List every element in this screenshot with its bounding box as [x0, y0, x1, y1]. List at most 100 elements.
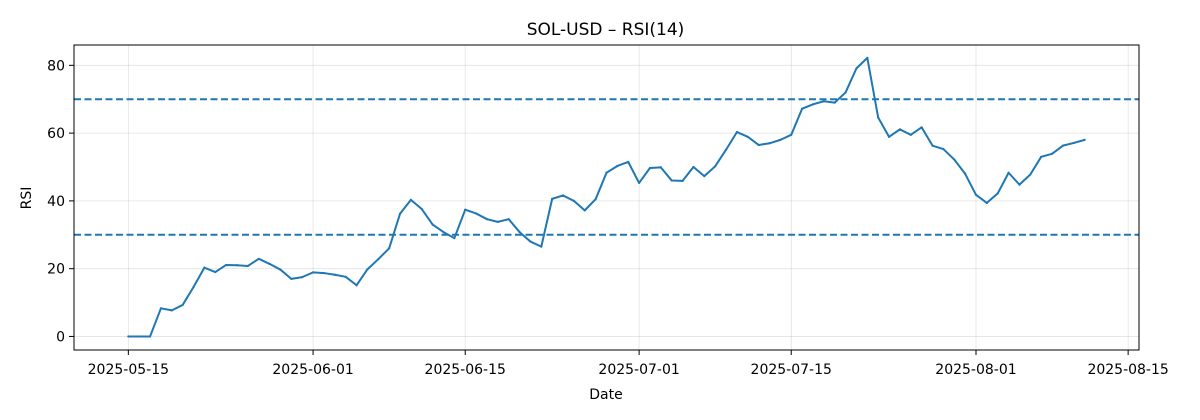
- rsi-data-point: [398, 212, 402, 215]
- rsi-data-point: [768, 142, 771, 145]
- rsi-data-point: [659, 166, 662, 169]
- rsi-data-point: [703, 175, 706, 178]
- rsi-data-point: [605, 171, 608, 174]
- x-tick-label: 2025-06-01: [272, 362, 353, 378]
- rsi-data-point: [1018, 183, 1021, 186]
- rsi-data-point: [366, 268, 369, 271]
- rsi-data-point: [311, 271, 315, 274]
- rsi-data-point: [1072, 141, 1075, 145]
- rsi-data-point: [138, 335, 141, 338]
- rsi-data-point: [627, 160, 630, 164]
- rsi-data-point: [833, 101, 836, 104]
- rsi-data-point: [887, 135, 891, 138]
- rsi-data-point: [572, 199, 575, 202]
- x-tick-label: 2025-07-01: [598, 362, 679, 378]
- rsi-data-point: [453, 237, 456, 240]
- rsi-data-point: [377, 258, 380, 261]
- rsi-data-point: [159, 307, 163, 310]
- x-tick-label: 2025-05-15: [88, 362, 169, 378]
- rsi-data-point: [594, 198, 597, 201]
- rsi-data-point: [290, 277, 293, 280]
- rsi-data-point: [279, 268, 282, 271]
- rsi-data-point: [942, 147, 945, 151]
- rsi-data-point: [1029, 173, 1032, 176]
- rsi-data-point: [822, 100, 825, 103]
- rsi-data-point: [344, 275, 347, 278]
- rsi-data-point: [540, 245, 543, 248]
- rsi-data-point: [866, 56, 869, 59]
- rsi-data-point: [257, 257, 260, 260]
- rsi-data-point: [757, 143, 760, 147]
- rsi-data-point: [333, 273, 336, 276]
- rsi-data-point: [1050, 152, 1054, 155]
- rsi-data-point: [953, 158, 956, 161]
- y-tick-label: 0: [56, 329, 65, 345]
- x-tick-label: 2025-08-01: [935, 362, 1016, 378]
- rsi-data-point: [779, 138, 782, 141]
- rsi-data-point: [724, 148, 728, 151]
- rsi-data-point: [301, 276, 304, 279]
- rsi-data-point: [203, 266, 206, 269]
- rsi-data-point: [485, 218, 489, 221]
- y-tick-label: 40: [47, 194, 65, 210]
- x-tick-label: 2025-07-15: [751, 362, 832, 378]
- rsi-data-point: [529, 240, 532, 243]
- chart-title: SOL-USD – RSI(14): [527, 20, 685, 40]
- y-tick-label: 80: [47, 58, 65, 74]
- rsi-data-point: [148, 335, 152, 338]
- rsi-data-point: [464, 208, 467, 211]
- rsi-data-point: [1007, 171, 1010, 174]
- rsi-data-point: [714, 165, 717, 168]
- rsi-data-point: [931, 144, 934, 147]
- rsi-data-point: [507, 218, 510, 221]
- rsi-data-point: [170, 309, 173, 312]
- rsi-data-point: [811, 103, 815, 106]
- rsi-data-point: [746, 135, 749, 138]
- y-axis-label: RSI: [19, 187, 35, 210]
- rsi-data-point: [246, 264, 249, 268]
- grid: [74, 45, 1139, 350]
- x-axis: 2025-05-15 2025-06-01 2025-06-15 2025-07-01…: [88, 350, 1169, 378]
- rsi-data-point: [181, 303, 184, 307]
- rsi-data-point: [355, 284, 358, 287]
- rsi-data-point: [583, 209, 586, 212]
- rsi-data-point: [551, 197, 554, 200]
- rsi-data-point: [225, 263, 228, 267]
- rsi-data-point: [855, 67, 858, 70]
- x-tick-label: 2025-06-15: [425, 362, 506, 378]
- rsi-data-point: [616, 164, 619, 168]
- rsi-data-point: [192, 285, 195, 289]
- rsi-data-point: [322, 271, 326, 275]
- rsi-data-point: [996, 192, 999, 195]
- reference-lines: [74, 98, 1139, 236]
- rsi-data-point: [974, 193, 978, 196]
- rsi-data-point: [1083, 138, 1086, 141]
- y-axis: 0 20 40 60 80: [47, 58, 74, 345]
- rsi-data-point: [670, 179, 673, 182]
- rsi-data-point: [735, 130, 739, 134]
- x-tick-label: 2025-08-15: [1087, 362, 1168, 378]
- rsi-data-point: [442, 230, 445, 234]
- rsi-data-point: [877, 116, 880, 119]
- rsi-data-point: [681, 179, 684, 182]
- rsi-data-point: [431, 223, 434, 226]
- rsi-data-point: [985, 201, 988, 205]
- x-axis-label: Date: [589, 387, 622, 403]
- rsi-data-point: [1061, 144, 1065, 147]
- rsi-data-point: [268, 262, 271, 266]
- rsi-data-point: [909, 133, 912, 136]
- rsi-data-point: [638, 181, 641, 185]
- plot-frame: [73, 44, 1140, 351]
- rsi-data-point: [388, 247, 391, 250]
- rsi-data-point: [801, 107, 804, 110]
- y-tick-label: 20: [47, 262, 65, 278]
- rsi-data-point: [214, 270, 217, 274]
- rsi-data-point: [561, 194, 565, 197]
- rsi-data-point: [235, 264, 239, 267]
- rsi-data-point: [1040, 155, 1043, 158]
- rsi-data-point: [127, 335, 130, 338]
- series-layer: [127, 56, 1086, 338]
- rsi-data-point: [964, 172, 967, 175]
- rsi-data-point: [692, 165, 695, 169]
